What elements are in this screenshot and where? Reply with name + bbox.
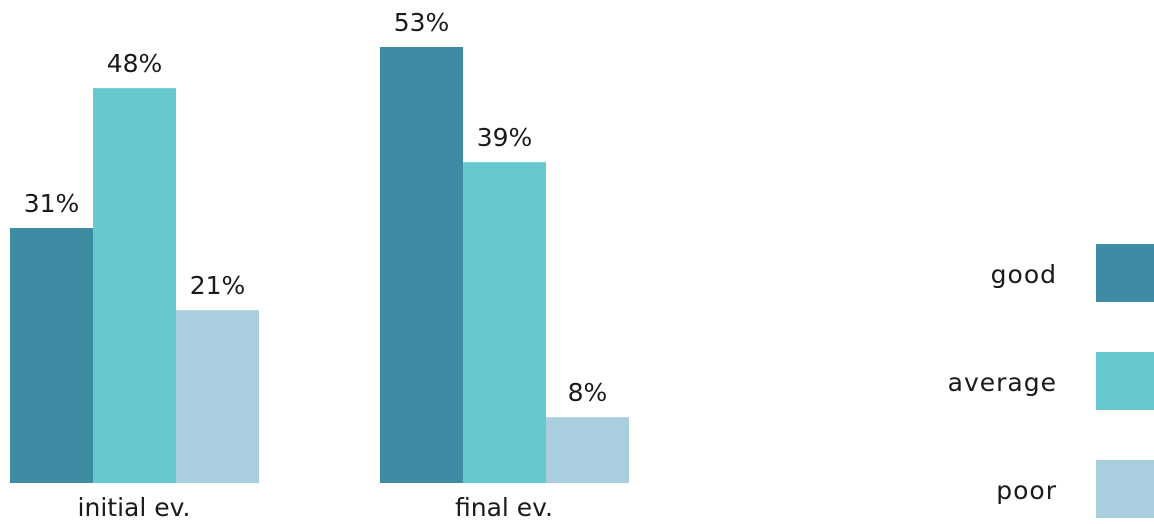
category-label-initial: initial ev. [78, 493, 191, 522]
bar-average-final [463, 162, 546, 484]
data-label-good-final: 53% [394, 8, 450, 37]
legend-label-poor: poor [996, 476, 1057, 505]
bar-average-initial [93, 88, 176, 483]
bar-labels-layer: 31% 48% 21% 53% 39% 8% [24, 8, 608, 407]
data-label-poor-initial: 21% [190, 271, 246, 300]
legend-label-good: good [991, 260, 1057, 289]
legend-swatch-poor [1096, 460, 1154, 518]
bar-good-initial [10, 227, 93, 483]
bar-poor-final [546, 417, 629, 483]
legend: good average poor [948, 244, 1154, 518]
data-label-poor-final: 8% [568, 378, 608, 407]
legend-label-average: average [948, 368, 1057, 397]
bar-good-final [380, 47, 463, 483]
bars-layer [10, 47, 629, 484]
data-label-average-final: 39% [477, 123, 533, 152]
legend-swatch-average [1096, 352, 1154, 410]
data-label-good-initial: 31% [24, 189, 80, 218]
data-label-average-initial: 48% [107, 49, 163, 78]
bar-poor-initial [176, 310, 259, 483]
category-label-final: final ev. [455, 493, 553, 522]
category-labels-layer: initial ev. final ev. [78, 493, 553, 522]
legend-swatch-good [1096, 244, 1154, 302]
